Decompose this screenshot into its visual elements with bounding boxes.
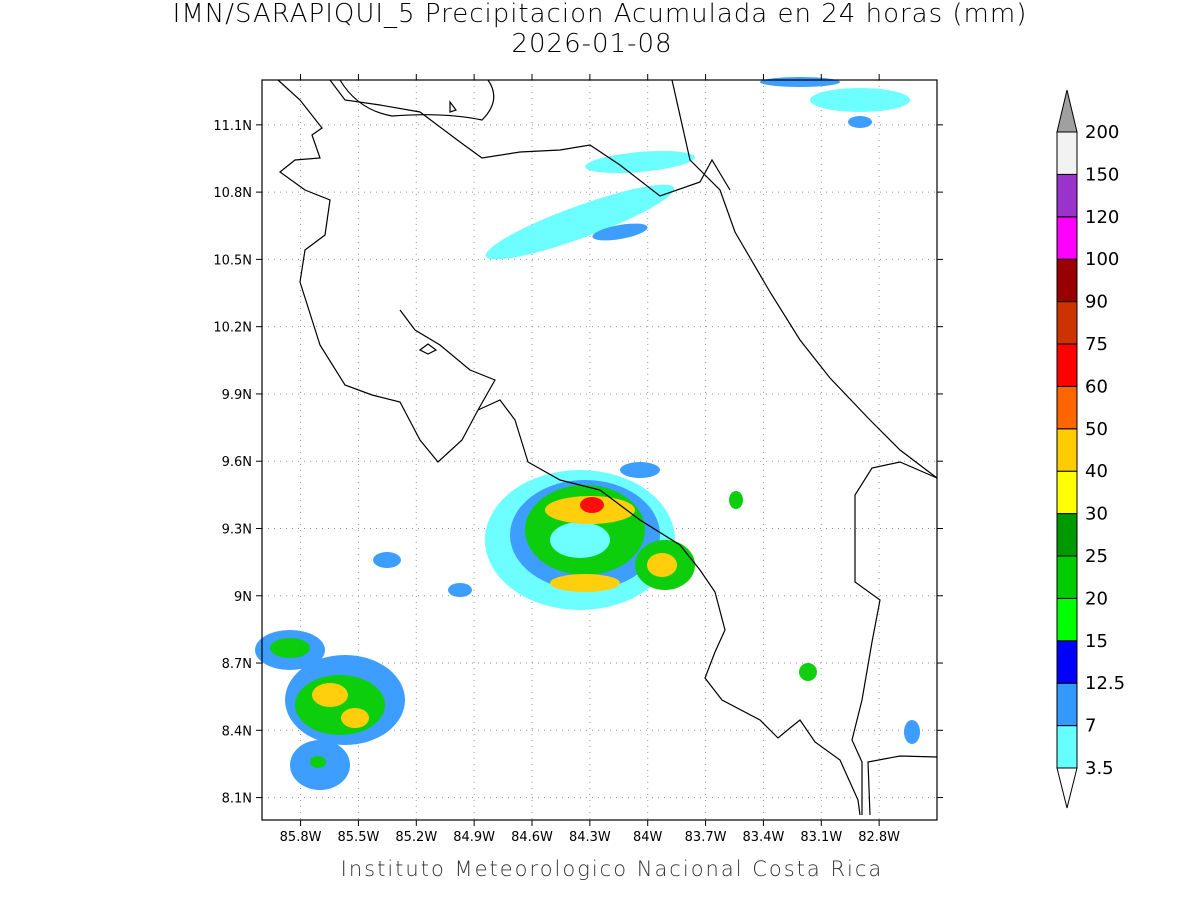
coastline [277, 79, 496, 463]
lon-tick-label: 83.7W [685, 830, 727, 845]
colorbar-box [1056, 258, 1078, 303]
colorbar-label: 100 [1085, 249, 1119, 270]
colorbar-label: 20 [1085, 588, 1108, 609]
rain-area [647, 553, 677, 577]
colorbar-box [1056, 725, 1078, 769]
rain-area [270, 638, 310, 658]
border [329, 79, 731, 197]
map-frame [261, 79, 938, 821]
colorbar-label: 12.5 [1085, 673, 1125, 694]
colorbar-box [1056, 682, 1078, 727]
colorbar-box [1056, 555, 1078, 599]
rain-area [550, 574, 620, 592]
lat-tick-label: 8.1N [222, 792, 252, 807]
coastline [851, 461, 938, 816]
lat-tick-label: 9.6N [222, 455, 252, 470]
lon-tick-label: 82.8W [858, 830, 900, 845]
rain-area [310, 756, 326, 768]
lon-tick-label: 84.9W [453, 830, 495, 845]
colorbar: 3.5 7 12.5 15 20 25 30 40 50 60 75 90 100 120 150 200 [1056, 89, 1125, 809]
lat-tick-label: 10.2N [213, 321, 252, 336]
rain-area [810, 88, 910, 112]
colorbar-box [1056, 173, 1078, 218]
colorbar-box [1056, 428, 1078, 472]
rain-area [760, 77, 840, 87]
colorbar-label: 60 [1085, 376, 1108, 397]
rain-area [848, 116, 872, 128]
colorbar-label: 40 [1085, 461, 1108, 482]
rain-area [485, 184, 675, 260]
colorbar-box [1056, 513, 1078, 557]
colorbar-label: 25 [1085, 546, 1108, 567]
rain-area [373, 552, 401, 568]
precipitation [255, 77, 920, 790]
coastline [671, 79, 938, 479]
coastlines [277, 79, 938, 816]
rain-area [729, 491, 743, 509]
colorbar-label: 7 [1085, 716, 1096, 737]
colorbar-under [1056, 767, 1078, 809]
colorbar-box [1056, 131, 1078, 175]
lon-tick-label: 84.6W [511, 830, 553, 845]
lat-tick-label: 9.3N [222, 522, 252, 537]
colorbar-box [1056, 301, 1078, 345]
lake [339, 79, 495, 121]
lon-tick-label: 84.3W [569, 830, 611, 845]
rain-area [592, 223, 648, 241]
rain-area [341, 708, 369, 728]
footer: Instituto Meteorologico Nacional Costa R… [341, 857, 884, 881]
lat-tick-label: 10.8N [213, 186, 252, 201]
coastline [477, 399, 861, 816]
colorbar-label: 15 [1085, 631, 1108, 652]
lat-tick-label: 9N [234, 590, 252, 605]
rain-area [799, 663, 817, 681]
rain-area [312, 683, 348, 707]
subtitle: 2026-01-08 [511, 29, 672, 59]
colorbar-label: 50 [1085, 419, 1108, 440]
lat-tick-label: 9.9N [222, 388, 252, 403]
colorbar-label: 200 [1085, 122, 1119, 143]
colorbar-box [1056, 385, 1078, 430]
colorbar-box [1056, 343, 1078, 387]
lon-tick-label: 83.1W [800, 830, 842, 845]
rain-area [550, 522, 610, 558]
rain-area [620, 462, 660, 478]
colorbar-label: 75 [1085, 334, 1108, 355]
lon-tick-label: 85.5W [338, 830, 380, 845]
colorbar-label: 150 [1085, 164, 1119, 185]
colorbar-box [1056, 470, 1078, 515]
colorbar-box [1056, 597, 1078, 642]
rain-area [585, 150, 695, 174]
colorbar-label: 3.5 [1085, 758, 1114, 779]
rain-area [448, 583, 472, 597]
lon-tick-label: 85.8W [280, 830, 322, 845]
colorbar-box [1056, 216, 1078, 260]
rain-area [295, 675, 385, 735]
colorbar-over [1056, 89, 1078, 133]
lon-tick-label: 83.4W [743, 830, 785, 845]
colorbar-label: 120 [1085, 207, 1119, 228]
colorbar-label: 30 [1085, 504, 1108, 525]
lon-tick-label: 85.2W [395, 830, 437, 845]
island [418, 100, 457, 355]
lat-tick-label: 11.1N [213, 119, 252, 134]
lat-tick-label: 10.5N [213, 253, 252, 268]
colorbar-box [1056, 640, 1078, 684]
colorbar-label: 90 [1085, 292, 1108, 313]
rain-area [580, 497, 604, 513]
title: IMN/SARAPIQUI_5 Precipitacion Acumulada … [173, 0, 1028, 29]
rain-area [904, 720, 920, 744]
lat-tick-label: 8.7N [222, 657, 252, 672]
lat-tick-label: 8.4N [222, 724, 252, 739]
lon-tick-label: 84W [633, 830, 663, 845]
